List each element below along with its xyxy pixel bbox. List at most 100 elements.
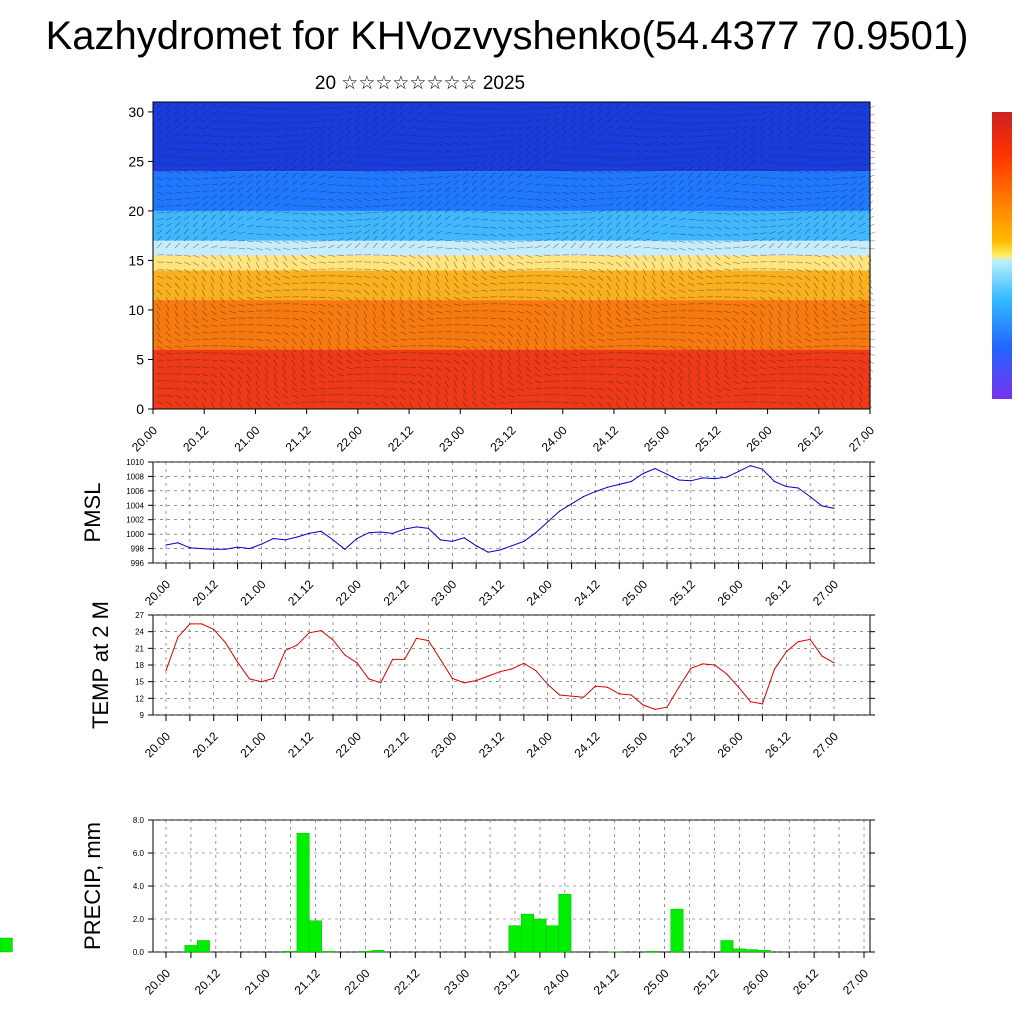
wind-barb [210, 261, 216, 268]
wind-barb [741, 373, 749, 378]
wind-barb [849, 275, 854, 283]
wind-barb [543, 359, 550, 365]
wind-barb [453, 216, 461, 221]
wind-barb [345, 366, 353, 370]
wind-barb [552, 117, 559, 123]
wind-barb [561, 170, 569, 172]
wind-barb [255, 155, 263, 158]
wind-barb [156, 289, 163, 296]
wind-barb [840, 119, 848, 123]
data-point [773, 668, 775, 671]
wind-barb [723, 158, 729, 165]
wind-barb [579, 261, 588, 263]
wind-barb [183, 228, 189, 235]
wind-barb [498, 275, 506, 279]
wind-barb [237, 303, 245, 307]
wind-barb [174, 191, 182, 194]
wind-barb [516, 254, 524, 259]
wind-barb [660, 174, 668, 179]
wind-barb [489, 387, 496, 394]
wind-barb [273, 289, 281, 292]
wind-barb [219, 214, 225, 221]
wind-barb [525, 324, 531, 331]
wind-barb [507, 180, 514, 186]
wind-barb [777, 324, 782, 332]
wind-barb [633, 394, 638, 402]
wind-barb [480, 172, 486, 179]
wind-barb [750, 226, 758, 229]
wind-barb [309, 268, 317, 271]
x-tick-label: 23.00 [428, 577, 459, 608]
wind-barb [282, 345, 288, 352]
wind-barb [210, 214, 216, 221]
wind-barb [786, 198, 794, 202]
wind-barb [543, 310, 550, 317]
data-point [618, 693, 620, 695]
wind-barb [714, 352, 719, 360]
wind-barb [786, 205, 794, 208]
wind-barb [615, 134, 623, 137]
wind-barb [543, 144, 549, 151]
wind-barb [750, 212, 758, 216]
wind-barb [741, 261, 749, 264]
wind-barb [228, 359, 236, 363]
wind-barb [183, 261, 191, 266]
wind-barb [327, 119, 335, 123]
wind-barb [678, 394, 684, 401]
data-point [463, 537, 465, 539]
wind-barb [552, 130, 558, 137]
wind-barb [813, 296, 818, 304]
wind-barb [165, 229, 172, 235]
wind-barb [228, 282, 233, 290]
wind-barb [156, 268, 164, 271]
wind-barb [462, 173, 469, 179]
wind-barb [525, 373, 532, 379]
wind-barb [813, 125, 821, 130]
wind-barb [309, 212, 317, 216]
wind-barb [831, 214, 837, 221]
wind-barb [534, 175, 542, 179]
wind-barb [858, 275, 863, 283]
wind-barb [858, 254, 864, 262]
wind-barb [642, 289, 648, 296]
wind-barb [192, 170, 200, 174]
wind-barb [669, 268, 674, 276]
wind-barb [282, 219, 290, 222]
wind-barb [372, 268, 380, 272]
wind-barb [597, 140, 605, 144]
wind-barb [228, 135, 236, 139]
wind-barb [660, 135, 668, 139]
wind-barb [174, 289, 179, 297]
wind-barb [372, 359, 381, 361]
wind-barb [165, 109, 171, 116]
wind-barb [849, 200, 856, 207]
wind-barb [300, 145, 307, 151]
wind-barb [354, 242, 361, 249]
wind-barb [849, 380, 855, 387]
wind-barb [336, 289, 344, 293]
wind-barb [246, 352, 254, 357]
wind-barb [867, 106, 875, 109]
wind-barb [759, 117, 766, 123]
wind-barb [498, 226, 506, 230]
wind-barb [732, 226, 740, 230]
wind-barb [768, 198, 776, 202]
wind-barb [642, 163, 650, 166]
wind-barb [678, 186, 684, 193]
wind-barb [273, 268, 280, 274]
wind-barb [498, 140, 506, 144]
x-tick-label: 22.00 [333, 577, 364, 608]
wind-barb [300, 261, 308, 266]
data-point [380, 531, 382, 533]
wind-barb [588, 261, 596, 264]
precip-bar [508, 925, 522, 953]
wind-barb [552, 212, 560, 216]
wind-barb [165, 352, 173, 355]
wind-barb [696, 359, 701, 367]
wind-barb [489, 114, 497, 118]
wind-barb [507, 317, 515, 321]
wind-barb [417, 310, 424, 316]
wind-barb [786, 401, 794, 405]
wind-barb [372, 229, 379, 235]
wind-barb [660, 394, 665, 402]
